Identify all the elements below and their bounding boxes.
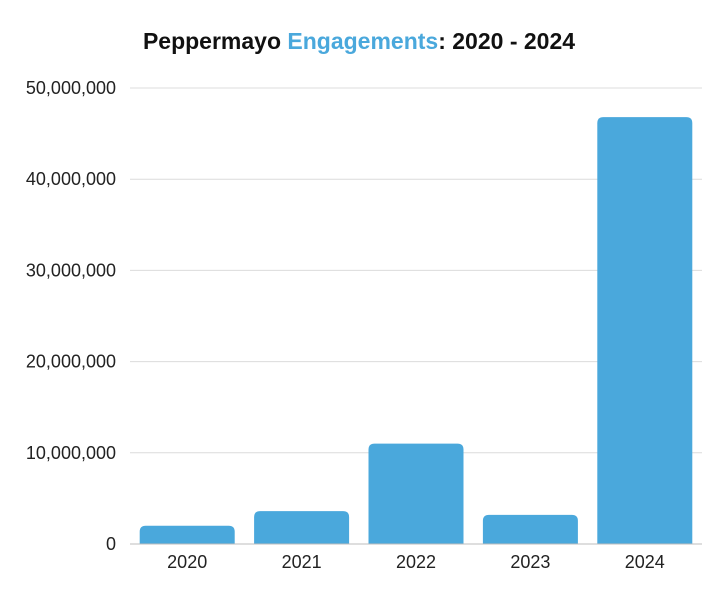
x-tick-label: 2022 — [396, 552, 436, 572]
bar-2024 — [597, 117, 693, 545]
bar-2020 — [139, 525, 235, 544]
bar-2023 — [482, 514, 578, 544]
y-tick-label: 0 — [106, 534, 116, 554]
chart-title: Peppermayo Engagements: 2020 - 2024 — [0, 28, 718, 55]
y-tick-label: 30,000,000 — [26, 260, 116, 280]
x-tick-label: 2020 — [167, 552, 207, 572]
y-tick-label: 50,000,000 — [26, 78, 116, 98]
y-tick-label: 40,000,000 — [26, 169, 116, 189]
y-tick-label: 20,000,000 — [26, 352, 116, 372]
bar-2021 — [254, 511, 350, 544]
x-tick-label: 2024 — [625, 552, 665, 572]
bar-2022 — [368, 443, 464, 544]
title-part-metric: Engagements — [287, 28, 439, 54]
title-part-brand: Peppermayo — [142, 28, 288, 54]
x-tick-label: 2023 — [510, 552, 550, 572]
title-part-range: : 2020 - 2024 — [438, 28, 576, 54]
x-tick-label: 2021 — [282, 552, 322, 572]
y-tick-label: 10,000,000 — [26, 443, 116, 463]
